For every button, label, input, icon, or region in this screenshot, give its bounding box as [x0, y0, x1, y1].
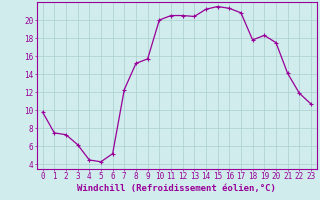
X-axis label: Windchill (Refroidissement éolien,°C): Windchill (Refroidissement éolien,°C): [77, 184, 276, 193]
